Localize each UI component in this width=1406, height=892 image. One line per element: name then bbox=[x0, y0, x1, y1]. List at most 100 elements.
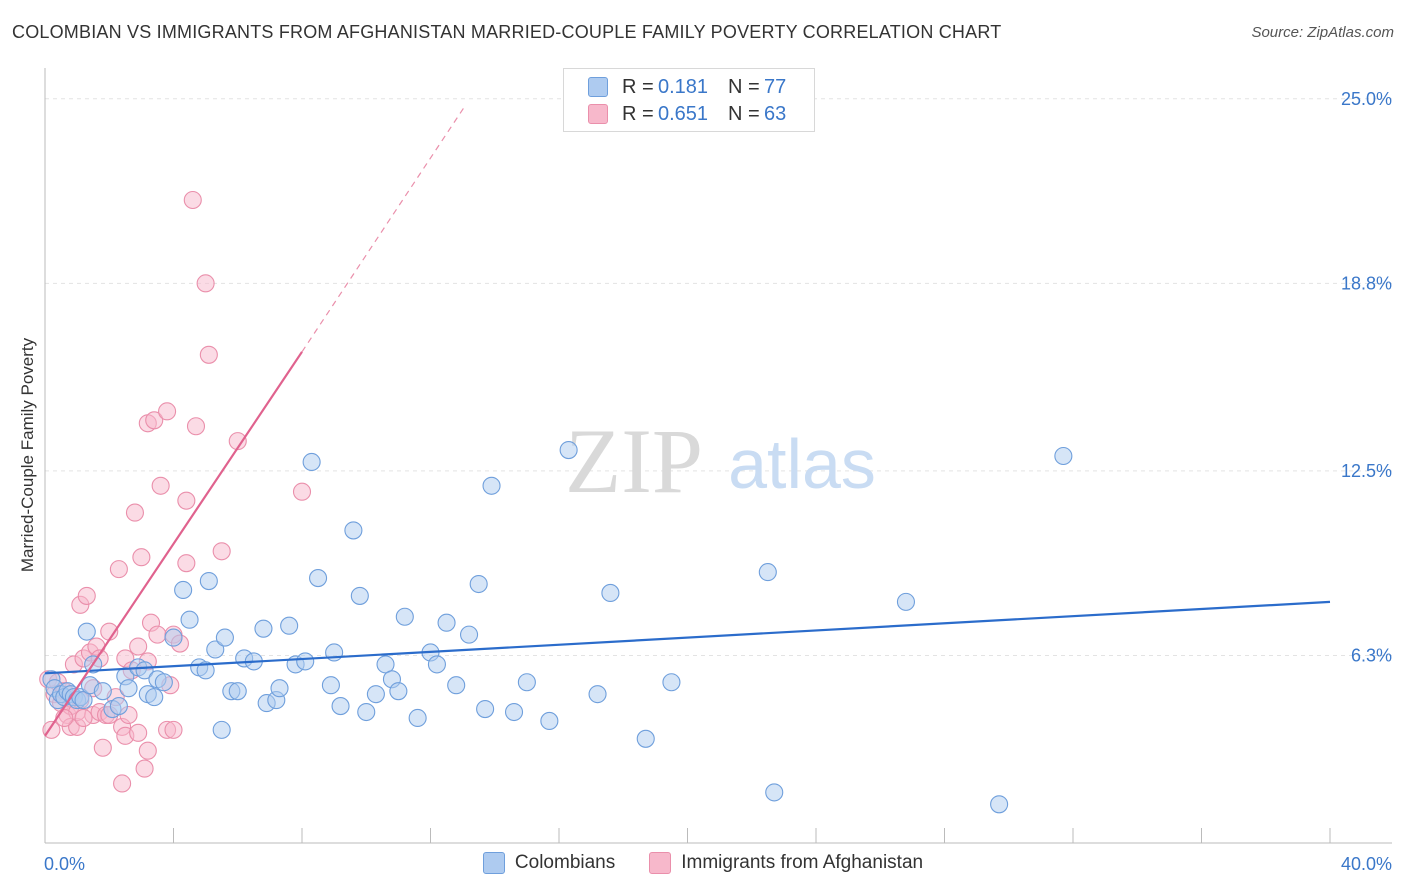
data-point bbox=[292, 482, 312, 501]
data-point bbox=[77, 586, 96, 605]
legend-r-value: 0.651 bbox=[658, 102, 709, 125]
data-point bbox=[254, 619, 273, 638]
data-point bbox=[215, 628, 234, 647]
watermark-atlas: atlas bbox=[728, 425, 876, 503]
data-point bbox=[212, 720, 231, 739]
data-point bbox=[504, 702, 524, 722]
legend-row-afghanistan: R = 0.651 N = 63 bbox=[588, 102, 786, 126]
data-point bbox=[270, 679, 289, 698]
data-point bbox=[212, 542, 231, 561]
y-tick-label: 12.5% bbox=[1341, 461, 1392, 481]
data-point bbox=[199, 571, 218, 591]
data-point bbox=[164, 628, 183, 647]
data-point bbox=[296, 652, 315, 671]
legend-n-value: 63 bbox=[764, 102, 787, 125]
data-point bbox=[129, 723, 148, 742]
tick-labels: 6.3% 12.5% 18.8% 25.0% 0.0% 40.0% bbox=[44, 89, 1392, 874]
data-point bbox=[177, 491, 196, 510]
data-point bbox=[344, 521, 363, 540]
data-point bbox=[183, 190, 202, 210]
data-point bbox=[180, 610, 199, 629]
data-point bbox=[151, 476, 170, 495]
data-point bbox=[228, 682, 247, 701]
data-point bbox=[437, 613, 456, 632]
data-point bbox=[109, 560, 128, 579]
data-point bbox=[148, 625, 167, 644]
data-point bbox=[206, 640, 225, 659]
legend-swatch-blue bbox=[588, 77, 608, 97]
data-point bbox=[74, 708, 93, 728]
trend-line-afghanistan bbox=[44, 351, 303, 737]
trend-line-afghanistan-extension bbox=[301, 104, 467, 353]
data-point bbox=[366, 685, 385, 704]
data-point bbox=[138, 741, 157, 760]
legend-swatch-blue bbox=[482, 852, 505, 874]
legend-r-label: R = bbox=[622, 75, 654, 98]
watermark: ZIP atlas bbox=[565, 410, 876, 512]
data-point bbox=[158, 402, 177, 421]
legend-n-value: 77 bbox=[764, 75, 787, 98]
data-point bbox=[427, 655, 446, 674]
data-point bbox=[896, 592, 916, 611]
data-point bbox=[309, 569, 328, 588]
data-point bbox=[174, 580, 193, 600]
trend-lines bbox=[44, 104, 1331, 737]
data-point bbox=[119, 679, 138, 698]
data-point bbox=[588, 685, 607, 704]
data-point bbox=[74, 691, 93, 710]
stats-legend: R = 0.181 N = 77 R = 0.651 N = 63 bbox=[563, 68, 815, 132]
data-point bbox=[395, 607, 414, 626]
legend-n-label: N = bbox=[728, 102, 760, 125]
data-point bbox=[177, 554, 196, 573]
data-point bbox=[77, 622, 96, 641]
legend-label: Colombians bbox=[514, 852, 616, 873]
data-point bbox=[135, 759, 154, 778]
x-tick-label: 0.0% bbox=[44, 854, 85, 874]
data-point bbox=[280, 616, 299, 635]
chart-title: COLOMBIAN VS IMMIGRANTS FROM AFGHANISTAN… bbox=[12, 22, 1002, 42]
data-point bbox=[636, 729, 655, 748]
legend-swatch-pink bbox=[588, 104, 608, 124]
data-point bbox=[408, 708, 427, 728]
data-point bbox=[154, 673, 173, 692]
data-point bbox=[765, 783, 784, 802]
data-point bbox=[540, 711, 559, 730]
data-point bbox=[145, 411, 164, 430]
legend-label: Immigrants from Afghanistan bbox=[681, 852, 924, 873]
legend-item-afghanistan: Immigrants from Afghanistan bbox=[649, 852, 923, 874]
legend-swatch-pink bbox=[649, 852, 672, 874]
data-point bbox=[93, 682, 112, 701]
data-point bbox=[93, 738, 112, 757]
legend-row-colombians: R = 0.181 N = 77 bbox=[588, 75, 786, 99]
axes bbox=[44, 68, 1392, 844]
data-point bbox=[321, 676, 340, 695]
data-point bbox=[559, 441, 578, 460]
data-point bbox=[196, 661, 215, 680]
x-tick-label: 40.0% bbox=[1341, 854, 1392, 874]
data-point bbox=[469, 574, 488, 594]
data-point bbox=[476, 699, 495, 719]
data-point bbox=[482, 476, 501, 495]
legend-r-value: 0.181 bbox=[658, 75, 709, 98]
data-point bbox=[145, 688, 164, 707]
data-point bbox=[662, 673, 681, 692]
data-point bbox=[164, 720, 183, 739]
y-tick-label: 18.8% bbox=[1341, 273, 1392, 293]
data-point bbox=[601, 583, 620, 602]
series-colombians-points bbox=[42, 441, 1073, 814]
data-point bbox=[55, 708, 74, 728]
data-point bbox=[135, 661, 154, 680]
y-tick-label: 6.3% bbox=[1351, 645, 1392, 665]
gridlines bbox=[45, 98, 1392, 656]
series-legend: Colombians Immigrants from Afghanistan bbox=[0, 852, 1406, 874]
data-point bbox=[302, 452, 321, 472]
legend-item-colombians: Colombians bbox=[482, 852, 616, 874]
legend-n-label: N = bbox=[728, 75, 760, 98]
data-point bbox=[331, 697, 350, 716]
data-point bbox=[186, 417, 206, 436]
data-point bbox=[990, 795, 1009, 814]
watermark-zip: ZIP bbox=[565, 410, 703, 512]
data-point bbox=[758, 563, 777, 582]
data-point bbox=[376, 655, 395, 674]
